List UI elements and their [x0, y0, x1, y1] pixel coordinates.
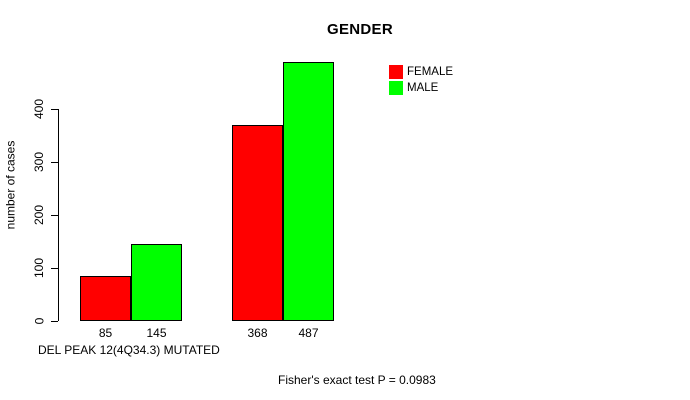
bar-value-label: 85 — [98, 326, 113, 340]
bar-value-label: 368 — [247, 326, 268, 340]
bar-female-group2 — [232, 125, 283, 321]
legend-label-male: MALE — [407, 82, 439, 94]
x-axis-label: DEL PEAK 12(4Q34.3) MUTATED — [38, 343, 220, 357]
male-swatch-icon — [389, 81, 403, 95]
bar-male-group1 — [131, 244, 182, 321]
legend-label-female: FEMALE — [407, 66, 454, 78]
bar-value-label: 145 — [146, 326, 167, 340]
y-tick-mark — [51, 321, 58, 322]
legend: FEMALE MALE — [389, 65, 453, 95]
bar-value-label: 487 — [298, 326, 319, 340]
female-swatch-icon — [389, 65, 403, 79]
chart-title: GENDER — [327, 21, 393, 38]
y-tick-mark — [51, 109, 58, 110]
y-tick-mark — [51, 268, 58, 269]
bar-male-group2 — [283, 62, 334, 321]
legend-item-female: FEMALE — [389, 65, 453, 79]
y-tick-mark — [51, 162, 58, 163]
legend-item-male: MALE — [389, 81, 453, 95]
bar-female-group1 — [80, 276, 131, 321]
y-tick-mark — [51, 215, 58, 216]
footnote-text: Fisher's exact test P = 0.0983 — [278, 373, 436, 387]
y-axis-line — [58, 109, 59, 321]
